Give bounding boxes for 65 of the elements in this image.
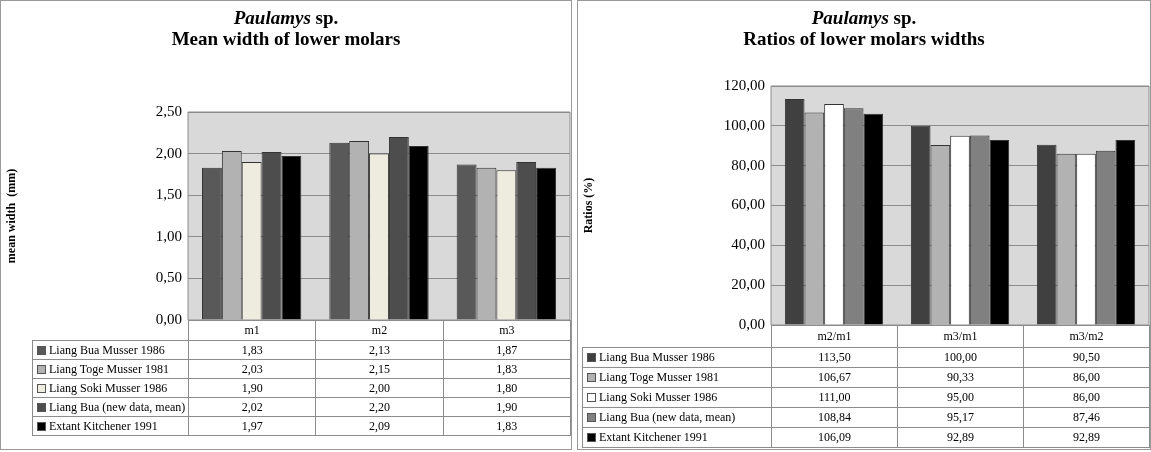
data-label: 106,67 xyxy=(771,367,898,388)
data-label: 1,80 xyxy=(442,378,571,398)
x-tick-label: m3 xyxy=(442,320,571,341)
y-tick-label: 60,00 xyxy=(731,196,765,213)
data-label: 2,00 xyxy=(315,378,444,398)
x-tick-label: m3/m2 xyxy=(1023,325,1150,348)
data-label: 86,00 xyxy=(1023,387,1150,408)
data-label: 95,17 xyxy=(897,407,1024,428)
y-tick-label: 0,50 xyxy=(155,269,182,286)
data-label: 1,83 xyxy=(188,340,317,360)
data-label: 2,13 xyxy=(315,340,444,360)
data-label: 1,90 xyxy=(188,378,317,398)
data-label: 1,83 xyxy=(442,416,571,436)
legend-label: Liang Bua (new data, mean) xyxy=(32,397,189,417)
data-label: 2,15 xyxy=(315,359,444,379)
legend-label: Liang Soki Musser 1986 xyxy=(32,378,189,398)
y-tick-label: 100,00 xyxy=(723,116,765,133)
y-tick-label: 40,00 xyxy=(731,236,765,253)
data-label: 86,00 xyxy=(1023,367,1150,388)
legend-label: Liang Bua Musser 1986 xyxy=(582,347,772,368)
legend-label: Liang Soki Musser 1986 xyxy=(582,387,772,408)
y-tick-label: 0,00 xyxy=(155,310,182,327)
data-label: 106,09 xyxy=(771,427,898,448)
data-label: 100,00 xyxy=(897,347,1024,368)
y-tick-label: 80,00 xyxy=(731,156,765,173)
data-label: 92,89 xyxy=(897,427,1024,448)
y-tick-label: 20,00 xyxy=(731,276,765,293)
legend-label: Liang Toge Musser 1981 xyxy=(582,367,772,388)
data-label: 111,00 xyxy=(771,387,898,408)
data-label: 108,84 xyxy=(771,407,898,428)
y-axis-title: mean width (mm) xyxy=(4,168,19,264)
legend-label: Liang Bua (new data, mean) xyxy=(582,407,772,428)
data-label: 1,97 xyxy=(188,416,317,436)
data-label: 2,09 xyxy=(315,416,444,436)
data-label: 1,83 xyxy=(442,359,571,379)
data-label: 2,20 xyxy=(315,397,444,417)
data-label: 2,03 xyxy=(188,359,317,379)
legend-label: Extant Kitchener 1991 xyxy=(582,427,772,448)
y-tick-label: 1,50 xyxy=(155,186,182,203)
data-label: 1,87 xyxy=(442,340,571,360)
data-label: 90,33 xyxy=(897,367,1024,388)
y-axis-title: Ratios (%) xyxy=(581,177,596,234)
legend-label: Liang Bua Musser 1986 xyxy=(32,340,189,360)
data-label: 87,46 xyxy=(1023,407,1150,428)
data-label: 113,50 xyxy=(771,347,898,368)
legend-label: Extant Kitchener 1991 xyxy=(32,416,189,436)
data-label: 90,50 xyxy=(1023,347,1150,368)
data-label: 1,90 xyxy=(442,397,571,417)
data-label: 95,00 xyxy=(897,387,1024,408)
y-tick-label: 1,00 xyxy=(155,227,182,244)
y-tick-label: 0,00 xyxy=(738,315,765,332)
chart-title: Paulamys sp. xyxy=(811,7,917,28)
chart-subtitle: Ratios of lower molars widths xyxy=(743,28,985,49)
chart-subtitle: Mean width of lower molars xyxy=(171,28,401,49)
y-tick-label: 120,00 xyxy=(723,76,765,93)
legend-label: Liang Toge Musser 1981 xyxy=(32,359,189,379)
x-tick-label: m1 xyxy=(188,320,317,341)
x-tick-label: m2/m1 xyxy=(771,325,898,348)
x-tick-label: m3/m1 xyxy=(897,325,1024,348)
y-tick-label: 2,50 xyxy=(155,102,182,119)
y-tick-label: 2,00 xyxy=(155,144,182,161)
chart-title: Paulamys sp. xyxy=(233,7,339,28)
data-label: 92,89 xyxy=(1023,427,1150,448)
x-tick-label: m2 xyxy=(315,320,444,341)
data-label: 2,02 xyxy=(188,397,317,417)
